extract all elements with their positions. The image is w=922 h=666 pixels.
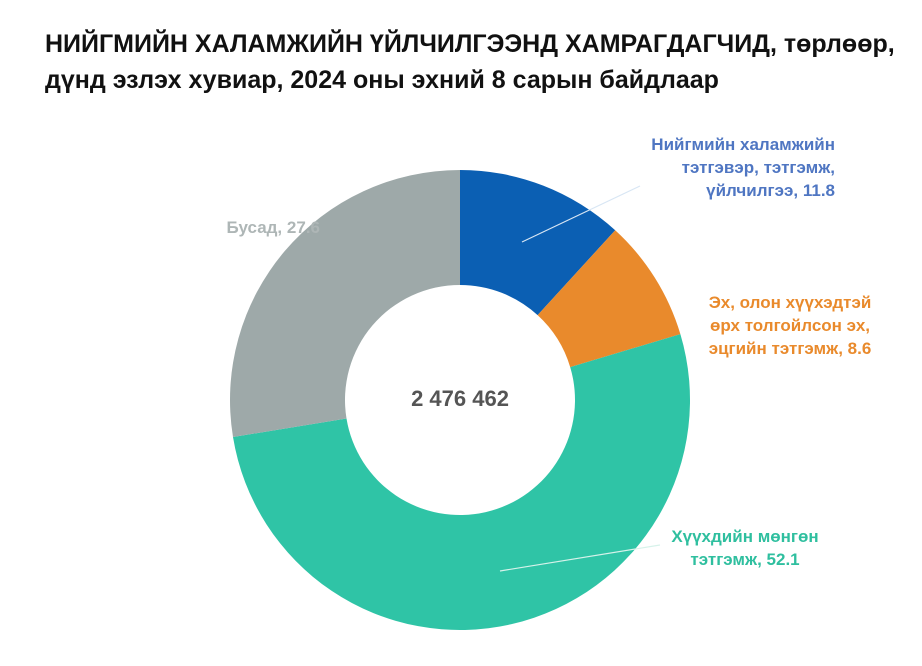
data-label: Бусад, 27.6 <box>150 216 321 239</box>
donut-slice <box>537 230 681 368</box>
label-value: 27.6 <box>286 218 320 237</box>
donut-slice <box>230 169 460 438</box>
label-category: Нийгмийн халамжийн тэтгэвэр, тэтгэмж, үй… <box>651 135 835 200</box>
leader-line <box>499 544 661 572</box>
data-label: Нийгмийн халамжийн тэтгэвэр, тэтгэмж, үй… <box>635 133 835 202</box>
donut-slice <box>460 170 616 316</box>
label-value: 8.6 <box>847 339 872 358</box>
data-label: Эх, олон хүүхэдтэй өрх толгойлсон эх, эц… <box>700 291 880 360</box>
label-category: Бусад, <box>226 218 283 237</box>
chart-title: НИЙГМИЙН ХАЛАМЖИЙН ҮЙЛЧИЛГЭЭНД ХАМРАГДАГ… <box>45 30 777 58</box>
label-value: 52.1 <box>766 550 800 569</box>
label-category: Эх, олон хүүхэдтэй өрх толгойлсон эх, эц… <box>708 293 872 358</box>
donut-slice <box>232 334 690 630</box>
data-label: Хүүхдийн мөнгөн тэтгэмж, 52.1 <box>640 525 850 571</box>
center-total: 2 476 462 <box>411 386 509 411</box>
chart-title-block: НИЙГМИЙН ХАЛАМЖИЙН ҮЙЛЧИЛГЭЭНД ХАМРАГДАГ… <box>45 26 905 98</box>
label-category: Хүүхдийн мөнгөн тэтгэмж, <box>671 527 819 569</box>
chart-subtitle: төрлөөр, дүнд эзлэх хувиар, 2024 оны эхн… <box>45 30 895 94</box>
label-value: 11.8 <box>802 181 835 200</box>
leader-line <box>521 185 641 243</box>
